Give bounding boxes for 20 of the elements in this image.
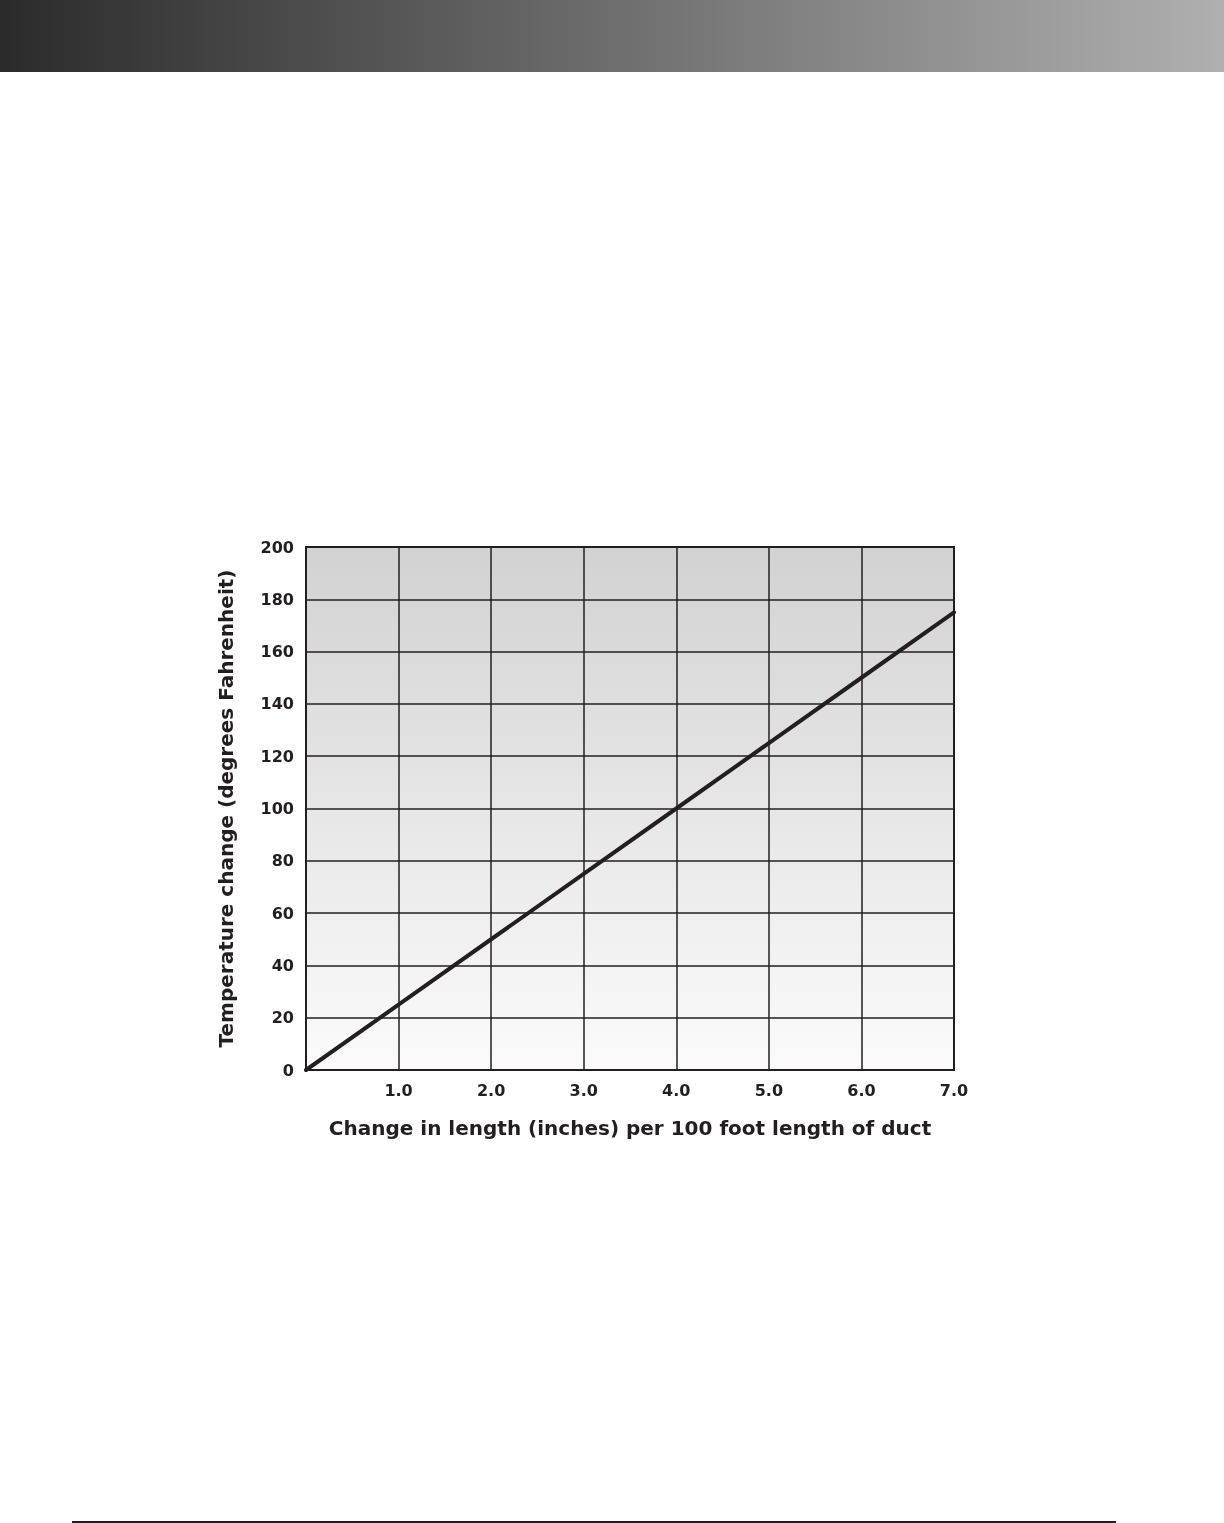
y-axis-title: Temperature change (degrees Fahrenheit) <box>214 569 238 1048</box>
y-tick-label: 0 <box>282 1060 294 1080</box>
x-tick-label: 3.0 <box>569 1080 598 1100</box>
y-tick-label: 200 <box>260 537 294 557</box>
y-tick-label: 80 <box>271 851 294 871</box>
x-axis-title: Change in length (inches) per 100 foot length of duct <box>328 1116 932 1140</box>
x-tick-label: 6.0 <box>847 1080 876 1100</box>
y-tick-label: 20 <box>271 1008 294 1028</box>
x-tick-label: 7.0 <box>939 1080 969 1100</box>
y-tick-label: 60 <box>271 903 294 923</box>
y-tick-label: 100 <box>260 799 294 818</box>
x-tick-label: 2.0 <box>476 1080 506 1100</box>
y-tick-label: 120 <box>260 746 294 766</box>
x-tick-label: 1.0 <box>384 1080 413 1100</box>
x-tick-label: 5.0 <box>754 1080 784 1100</box>
y-tick-label: 40 <box>271 955 294 975</box>
x-tick-label: 4.0 <box>662 1080 691 1100</box>
y-tick-label: 180 <box>260 589 294 609</box>
y-tick-label: 160 <box>260 642 294 662</box>
y-tick-label: 140 <box>260 694 294 714</box>
